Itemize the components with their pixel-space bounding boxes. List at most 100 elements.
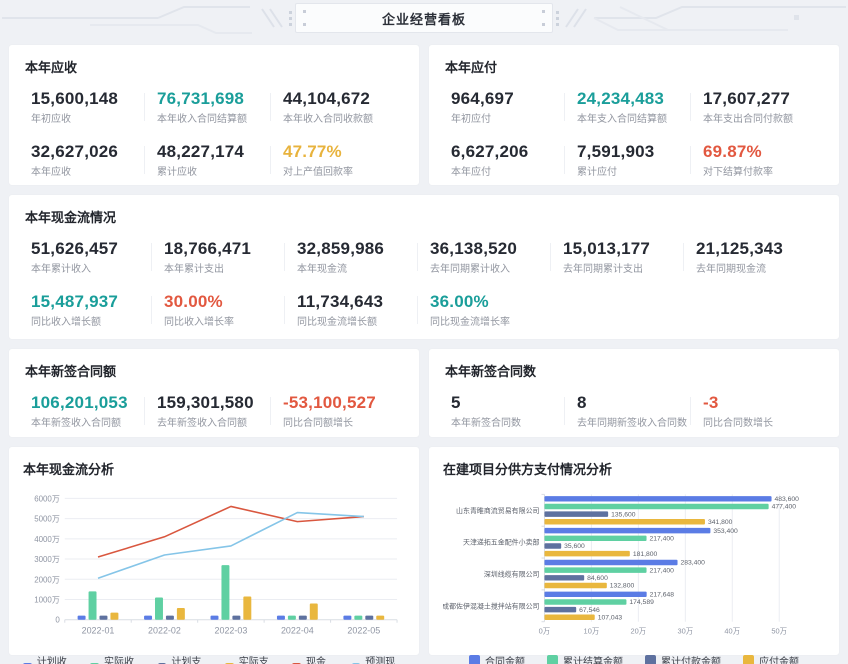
legend-label: 预测现金流 <box>365 657 396 664</box>
stat-label: 本年应收 <box>31 167 71 178</box>
contract-count-stats: 5 本年新签合同数 8 去年同期新签收入合同数 -3 同比合同数增长 <box>445 392 823 430</box>
legend-item-应付金额[interactable]: 应付金额 <box>743 653 799 664</box>
stat-去年同期累计支出: 15,013,177 去年同期累计支出 <box>557 238 690 276</box>
stat-value: 36.00% <box>430 292 489 311</box>
stat-label: 同比合同额增长 <box>283 418 353 429</box>
stat-本年支出合同付款额: 17,607,277 本年支出合同付款额 <box>697 88 823 126</box>
stat-label: 年初应付 <box>451 114 491 125</box>
stat-value: 24,234,483 <box>577 89 665 108</box>
stat-value: 8 <box>577 393 587 412</box>
stat-value: 76,731,698 <box>157 89 245 108</box>
legend-swatch <box>157 662 167 664</box>
stat-对下结算付款率: 69.87% 对下结算付款率 <box>697 141 823 179</box>
legend-label: 现金流 <box>305 657 326 664</box>
svg-text:217,648: 217,648 <box>650 592 675 599</box>
stat-value: 11,734,643 <box>297 292 384 311</box>
stat-value: 7,591,903 <box>577 142 655 161</box>
stat-本年支入合同结算额: 24,234,483 本年支入合同结算额 <box>571 88 697 126</box>
stat-对上产值回款率: 47.77% 对上产值回款率 <box>277 141 403 179</box>
legend-item-现金流[interactable]: 现金流 <box>292 653 329 664</box>
legend-swatch <box>90 662 100 664</box>
svg-text:20万: 20万 <box>631 627 647 636</box>
stat-label: 累计应付 <box>577 167 617 178</box>
legend-item-计划支出[interactable]: 计划支出 <box>157 653 203 664</box>
supplier-payment-chart[interactable]: 0万 10万 20万 30万 40万 50万 山东青睢商流贸易有限公司 483,600 477,… <box>442 490 825 651</box>
legend-item-累计付款金额[interactable]: 累计付款金额 <box>645 653 721 664</box>
stat-label: 同比收入增长率 <box>164 317 234 328</box>
svg-text:174,589: 174,589 <box>629 599 654 606</box>
stat-label: 本年收入合同收款额 <box>283 114 373 125</box>
svg-text:483,600: 483,600 <box>775 496 800 503</box>
cashflow-analysis-chart[interactable]: 0 1000万 2000万 3000万 4000万 5000万 6000万 2022-01 20… <box>23 490 405 651</box>
stat-去年同期累计收入: 36,138,520 去年同期累计收入 <box>424 238 557 276</box>
stat-同比合同数增长: -3 同比合同数增长 <box>697 392 823 430</box>
legend-swatch <box>469 655 480 664</box>
stat-value: 18,766,471 <box>164 239 252 258</box>
stat-value: -3 <box>703 393 719 412</box>
stat-label: 本年支入合同结算额 <box>577 114 667 125</box>
stat-value: 32,627,026 <box>31 142 119 161</box>
svg-text:477,400: 477,400 <box>772 504 797 511</box>
svg-text:217,400: 217,400 <box>650 536 675 543</box>
stat-value: 15,600,148 <box>31 89 119 108</box>
stat-本年新签合同数: 5 本年新签合同数 <box>445 392 571 430</box>
legend-swatch <box>547 655 558 664</box>
legend-swatch <box>351 662 361 664</box>
stat-label: 本年累计收入 <box>31 264 91 275</box>
stat-label: 本年支出合同付款额 <box>703 114 793 125</box>
stat-本年累计支出: 18,766,471 本年累计支出 <box>158 238 291 276</box>
svg-text:2022-03: 2022-03 <box>215 626 248 636</box>
svg-text:山东青睢商流贸易有限公司: 山东青睢商流贸易有限公司 <box>456 506 539 515</box>
stat-同比收入增长率: 30.00% 同比收入增长率 <box>158 291 291 329</box>
payable-stats: 964,697 年初应付 24,234,483 本年支入合同结算额 17,607,277… <box>445 88 823 179</box>
svg-text:2022-05: 2022-05 <box>347 626 380 636</box>
stat-同比现金流增长率: 36.00% 同比现金流增长率 <box>424 291 557 329</box>
svg-text:132,800: 132,800 <box>610 583 635 590</box>
legend-item-预测现金流[interactable]: 预测现金流 <box>351 653 405 664</box>
panel-cashflow-analysis-chart: 本年现金流分析 0 1000万 2000万 3000万 4000万 5000万 6000万 2… <box>8 446 420 664</box>
svg-text:353,400: 353,400 <box>713 528 738 535</box>
stat-label: 同比合同数增长 <box>703 418 773 429</box>
stat-value: -53,100,527 <box>283 393 376 412</box>
legend-item-累计结算金额[interactable]: 累计结算金额 <box>547 653 623 664</box>
svg-text:3000万: 3000万 <box>34 555 60 564</box>
stat-value: 6,627,206 <box>451 142 529 161</box>
stat-value: 106,201,053 <box>31 393 128 412</box>
panel-cashflow: 本年现金流情况 51,626,457 本年累计收入 18,766,471 本年累计支出… <box>8 194 840 340</box>
legend-item-计划收入[interactable]: 计划收入 <box>23 653 68 664</box>
stat-label: 去年同期累计收入 <box>430 264 510 275</box>
stat-同比收入增长额: 15,487,937 同比收入增长额 <box>25 291 158 329</box>
stat-label: 累计应收 <box>157 167 197 178</box>
svg-text:2022-02: 2022-02 <box>148 626 181 636</box>
svg-text:5000万: 5000万 <box>34 515 60 524</box>
svg-text:283,400: 283,400 <box>681 560 706 567</box>
svg-text:2022-04: 2022-04 <box>281 626 314 636</box>
stat-label: 同比现金流增长额 <box>297 317 377 328</box>
legend-label: 累计结算金额 <box>563 657 623 664</box>
legend-item-实际支出[interactable]: 实际支出 <box>225 653 270 664</box>
page-title-box: 企业经营看板 <box>295 3 553 33</box>
cashflow-chart-title: 本年现金流分析 <box>23 462 115 477</box>
svg-text:40万: 40万 <box>724 627 740 636</box>
stat-label: 本年应付 <box>451 167 491 178</box>
panel-contract-count-title: 本年新签合同数 <box>445 364 537 379</box>
stat-value: 69.87% <box>703 142 762 161</box>
svg-text:2000万: 2000万 <box>34 575 60 584</box>
legend-item-合同金额[interactable]: 合同金额 <box>469 653 525 664</box>
page-title: 企业经营看板 <box>381 11 466 27</box>
stat-label: 本年新签合同数 <box>451 418 521 429</box>
svg-text:成都佐伊混凝土搅拌站有限公司: 成都佐伊混凝土搅拌站有限公司 <box>443 601 540 610</box>
svg-text:341,800: 341,800 <box>708 519 733 526</box>
legend-item-实际收入[interactable]: 实际收入 <box>90 653 135 664</box>
stat-同比现金流增长额: 11,734,643 同比现金流增长额 <box>291 291 424 329</box>
stat-去年新签收入合同额: 159,301,580 去年新签收入合同额 <box>151 392 277 430</box>
legend-swatch <box>645 655 656 664</box>
svg-text:84,600: 84,600 <box>587 575 608 582</box>
panel-contract-amount-title: 本年新签合同额 <box>25 364 117 379</box>
legend-label: 实际收入 <box>104 657 135 664</box>
receivable-stats: 15,600,148 年初应收 76,731,698 本年收入合同结算额 44,104,… <box>25 88 403 179</box>
stat-value: 44,104,672 <box>283 89 371 108</box>
stat-本年应付: 6,627,206 本年应付 <box>445 141 571 179</box>
panel-contract-count: 本年新签合同数 5 本年新签合同数 8 去年同期新签收入合同数 -3 同比合同数增长 <box>428 348 840 438</box>
